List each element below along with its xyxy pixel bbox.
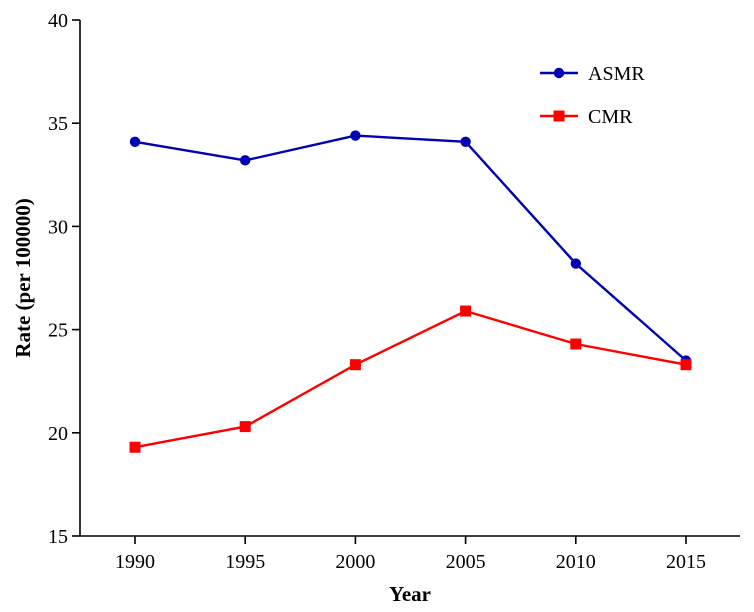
series-layer	[129, 130, 692, 453]
axes	[79, 20, 740, 537]
y-tick-label: 40	[48, 10, 68, 32]
y-tick-label: 35	[48, 113, 68, 135]
x-tick-label: 2000	[335, 551, 375, 573]
series-asmr-point	[460, 136, 471, 147]
x-tick-label: 1990	[115, 551, 155, 573]
legend-item-asmr: ASMR	[540, 63, 645, 85]
series-cmr-point	[460, 305, 472, 317]
series-cmr-line	[134, 309, 687, 449]
y-ticks: 15 20 25 30 35 40	[48, 10, 80, 548]
legend-item-cmr: CMR	[540, 106, 633, 128]
series-cmr	[129, 305, 692, 453]
x-tick-label: 2010	[556, 551, 596, 573]
x-tick-label: 1995	[225, 551, 265, 573]
legend-swatch-marker	[553, 110, 565, 122]
series-asmr-point	[350, 130, 361, 141]
x-tick-label: 2005	[446, 551, 486, 573]
series-cmr-point	[680, 359, 692, 371]
y-axis-title: Rate (per 100000)	[11, 198, 35, 357]
series-asmr	[129, 130, 692, 366]
x-tick-label: 2015	[666, 551, 706, 573]
series-cmr-point	[129, 441, 141, 453]
series-cmr-point	[570, 338, 582, 350]
legend: ASMR CMR	[540, 63, 645, 128]
legend-label: CMR	[588, 106, 633, 128]
series-cmr-point	[349, 359, 361, 371]
y-tick-label: 25	[48, 320, 68, 342]
y-tick-label: 15	[48, 526, 68, 548]
series-asmr-point	[570, 258, 581, 269]
legend-label: ASMR	[588, 63, 645, 85]
legend-swatch-marker	[553, 67, 565, 79]
x-axis-title: Year	[389, 582, 431, 606]
series-cmr-point	[239, 421, 251, 433]
series-asmr-point	[240, 155, 251, 166]
series-asmr-point	[129, 136, 141, 147]
x-ticks: 1990 1995 2000 2005 2010 2015	[115, 536, 706, 573]
y-tick-label: 20	[48, 423, 68, 445]
y-tick-label: 30	[48, 216, 68, 238]
series-asmr-line	[134, 134, 687, 362]
